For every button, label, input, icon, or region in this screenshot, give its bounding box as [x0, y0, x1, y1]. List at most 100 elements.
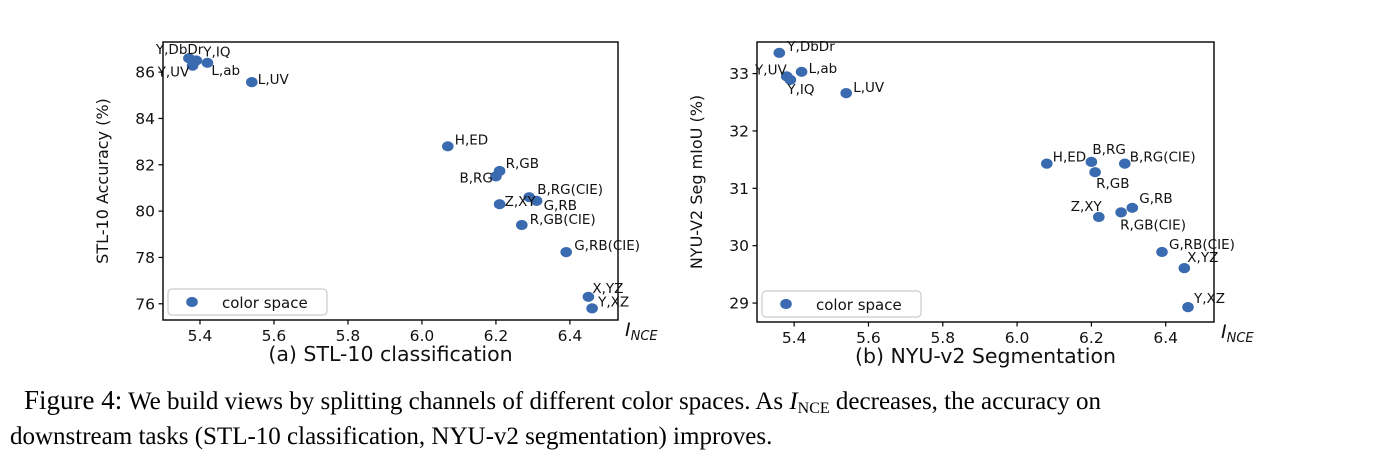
scatter-point [201, 57, 214, 68]
chart-stl10: 5.4 5.6 5.8 6.0 6.2 6.4 76 78 80 82 84 86Y,DbDr Y,IQ… [93, 41, 658, 366]
point-label: Y,UV [754, 62, 787, 78]
y-tick-label: 33 [729, 65, 749, 83]
point-label: Y,DbDr [786, 39, 835, 55]
y-tick-label: 80 [135, 203, 155, 221]
y-axis-label: NYU-V2 Seg mIoU (%) [687, 95, 706, 269]
point-label: R,GB [506, 156, 539, 172]
ince-subscript: NCE [797, 400, 830, 417]
point-label: B,RG(CIE) [1130, 150, 1196, 166]
ince-symbol: I [789, 388, 798, 415]
point-label: Y,XZ [1193, 291, 1225, 307]
point-label: B,RG [459, 170, 492, 186]
point-label: Z,XY [1071, 199, 1103, 215]
point-label: G,RB(CIE) [574, 238, 640, 254]
y-tick-label: 31 [729, 180, 749, 198]
point-label: H,ED [1053, 150, 1086, 166]
y-tick-label: 86 [135, 64, 155, 82]
x-axis-label: INCE [1221, 321, 1254, 346]
caption-text-1: We build views by splitting channels of … [128, 388, 784, 415]
scatter-point [442, 141, 454, 152]
y-tick-label: 32 [729, 122, 749, 140]
legend-marker [186, 296, 198, 308]
point-label: Y,IQ [202, 45, 230, 61]
scatter-point [582, 291, 595, 302]
point-label: X,YZ [1187, 250, 1218, 266]
scatter-point [1089, 167, 1101, 178]
x-tick-label: 5.6 [262, 327, 287, 345]
ince-term: INCE [789, 388, 830, 417]
chart-subtitle: (b) NYU-v2 Segmentation [855, 344, 1116, 368]
y-tick-label: 78 [135, 249, 155, 267]
x-tick-label: 5.8 [930, 329, 955, 347]
chart-subtitle: (a) STL-10 classification [268, 342, 512, 366]
scatter-point [1041, 158, 1053, 169]
legend-label: color space [222, 294, 308, 312]
point-label: Y,XZ [597, 294, 629, 310]
legend-label: color space [816, 296, 902, 314]
point-label: G,RB(CIE) [1169, 237, 1235, 253]
legend-box [761, 290, 922, 318]
scatter-point [493, 199, 506, 210]
x-tick-label: 5.4 [188, 327, 213, 345]
scatter-point [586, 303, 598, 314]
x-tick-label: 5.8 [336, 327, 361, 345]
point-label: Y,IQ [786, 82, 814, 98]
x-tick-label: 6.2 [484, 327, 509, 345]
point-label: H,ED [455, 132, 488, 148]
point-label: Y,DbDr [155, 42, 204, 58]
scatter-point [490, 171, 502, 182]
legend-box [167, 288, 328, 316]
y-tick-label: 84 [135, 110, 155, 128]
x-tick-label: 5.6 [856, 329, 881, 347]
scatter-point [530, 195, 543, 206]
x-axis-label: INCE [625, 319, 658, 344]
x-tick-label: 6.4 [1153, 329, 1178, 347]
y-tick-label: 82 [135, 156, 155, 174]
scatter-point [773, 47, 786, 59]
point-label: L,UV [853, 80, 885, 96]
figure-caption: Figure 4: We build views by splitting ch… [10, 383, 1384, 454]
scatter-point [186, 60, 199, 71]
point-label: B,RG [1092, 142, 1125, 158]
x-tick-label: 6.4 [558, 327, 583, 345]
y-tick-label: 30 [729, 237, 749, 255]
scatter-point [1085, 156, 1098, 167]
x-tick-label: 6.2 [1079, 329, 1104, 347]
legend-marker [780, 298, 792, 310]
scatter-point [784, 74, 797, 85]
scatter-point [1156, 246, 1168, 258]
scatter-point [1178, 263, 1191, 274]
plot-border [756, 41, 1215, 323]
point-label: B,RG(CIE) [537, 182, 603, 198]
x-tick-label: 5.4 [782, 329, 807, 347]
point-label: G,RB [544, 198, 577, 214]
point-label: L,UV [258, 72, 290, 88]
scatter-point [560, 247, 572, 258]
scatter-point [1093, 211, 1105, 223]
point-label: Z,XY [505, 194, 537, 210]
y-axis-label: STL-10 Accuracy (%) [93, 98, 112, 264]
scatter-point [1115, 207, 1127, 218]
point-label: R,GB [1096, 176, 1129, 192]
x-tick-label: 6.0 [410, 327, 435, 345]
point-label: R,GB(CIE) [1120, 217, 1186, 233]
scatter-point [795, 66, 808, 77]
caption-text-2: decreases, the accuracy on [835, 388, 1102, 415]
point-label: G,RB [1139, 191, 1172, 207]
point-label: Y,UV [157, 65, 190, 81]
point-label: R,GB(CIE) [530, 212, 596, 228]
scatter-point [840, 88, 852, 99]
x-tick-label: 6.0 [1005, 329, 1030, 347]
point-label: X,YZ [592, 281, 623, 297]
point-label: L,ab [809, 61, 838, 77]
scatter-point [1182, 302, 1194, 313]
scatter-point [1126, 202, 1139, 213]
scatter-point [246, 77, 258, 88]
chart-nyu: 5.4 5.6 5.8 6.0 6.2 6.4 29 30 31 32 33 Y,DbDr Y,UV Y,… [687, 39, 1254, 368]
plot-border [162, 41, 619, 321]
y-tick-label: 76 [135, 295, 155, 313]
scatter-point [516, 219, 528, 231]
point-label: L,ab [211, 63, 240, 79]
